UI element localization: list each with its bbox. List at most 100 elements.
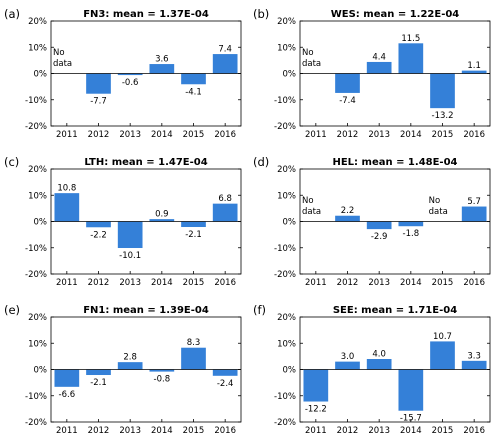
data-label: 4.4 [372, 52, 386, 62]
no-data-line: No [53, 48, 65, 58]
chart-panel-2: (b) WES: mean = 1.22E-04 -20% -10% 0% 10% 20% 2… [253, 7, 491, 140]
data-label: 2.8 [123, 353, 137, 363]
bar [54, 369, 80, 387]
no-data-line: data [302, 207, 321, 217]
y-tick-label: -10% [25, 244, 47, 254]
y-tick-label: 10% [277, 43, 296, 53]
x-tick-label: 2011 [56, 278, 78, 288]
bar [335, 215, 360, 222]
data-label: 10.8 [57, 184, 76, 194]
y-tick-label: 20% [28, 313, 47, 323]
x-tick-label: 2012 [337, 426, 359, 436]
data-label: -15.7 [400, 414, 422, 424]
bar [149, 219, 175, 222]
panel-letter: (a) [4, 7, 20, 21]
bar [149, 64, 175, 74]
data-label: -2.9 [371, 232, 388, 242]
y-tick-label: -20% [274, 418, 296, 428]
data-label: -10.1 [119, 251, 141, 261]
x-tick-label: 2015 [432, 130, 454, 140]
chart-title: LTH: mean = 1.47E-04 [84, 157, 207, 168]
data-label: -0.6 [122, 78, 139, 88]
y-tick-label: 20% [277, 17, 296, 27]
x-tick-label: 2012 [337, 130, 359, 140]
bar [398, 221, 424, 227]
panel-letter: (c) [4, 155, 19, 169]
bar [335, 361, 360, 370]
data-label: -1.8 [403, 229, 420, 239]
x-tick-label: 2016 [463, 130, 485, 140]
x-tick-label: 2015 [432, 278, 454, 288]
chart-panel-5: (e) FN1: mean = 1.39E-04 -20% -10% 0% 10% 20% 2… [4, 303, 242, 436]
y-tick-label: 0% [34, 366, 48, 376]
y-tick-label: 10% [277, 191, 296, 201]
x-tick-label: 2014 [400, 278, 422, 288]
bar [181, 221, 206, 228]
x-tick-label: 2011 [56, 130, 78, 140]
bar [366, 221, 392, 230]
no-data-line: data [429, 207, 448, 217]
bar [366, 359, 392, 370]
x-tick-label: 2012 [337, 278, 359, 288]
y-tick-label: 10% [28, 191, 47, 201]
y-tick-label: 0% [283, 218, 297, 228]
y-tick-label: 20% [277, 313, 296, 323]
y-tick-label: -10% [25, 392, 47, 402]
no-data-label: No data [302, 48, 321, 69]
y-tick-label: 20% [28, 17, 47, 27]
bar [430, 341, 455, 370]
bar [181, 73, 206, 85]
chart-panel-3: (c) LTH: mean = 1.47E-04 -20% -10% 0% 10% 20% 2… [4, 155, 242, 288]
panel-letter: (e) [4, 303, 20, 317]
x-tick-label: 2016 [463, 426, 485, 436]
chart-title: WES: mean = 1.22E-04 [331, 9, 460, 20]
bar [212, 203, 238, 222]
y-tick-label: 0% [34, 218, 48, 228]
data-label: 8.3 [187, 338, 201, 348]
x-tick-label: 2015 [183, 130, 205, 140]
data-label: 4.0 [372, 350, 386, 360]
chart-panel-1: (a) FN3: mean = 1.37E-04 -20% -10% 0% 10% 20% 2… [4, 7, 242, 140]
data-label: 7.4 [218, 45, 232, 55]
data-label: 1.1 [467, 61, 481, 71]
x-tick-label: 2016 [214, 130, 236, 140]
x-tick-label: 2013 [368, 278, 390, 288]
data-label: -2.2 [90, 230, 107, 240]
data-label: 0.9 [155, 210, 169, 220]
y-tick-label: 20% [28, 165, 47, 175]
bar [212, 54, 238, 74]
x-tick-label: 2012 [88, 130, 110, 140]
data-label: -2.1 [90, 378, 107, 388]
x-tick-label: 2015 [432, 426, 454, 436]
x-tick-label: 2012 [88, 426, 110, 436]
x-tick-label: 2015 [183, 278, 205, 288]
y-tick-label: -10% [274, 96, 296, 106]
bar [86, 73, 111, 94]
y-tick-label: -20% [274, 122, 296, 132]
data-label: -0.8 [154, 375, 171, 385]
x-tick-label: 2015 [183, 426, 205, 436]
bar [398, 43, 424, 74]
panel-letter: (f) [253, 303, 266, 317]
y-tick-label: 20% [277, 165, 296, 175]
x-tick-label: 2016 [214, 426, 236, 436]
data-label: 2.2 [341, 206, 355, 216]
no-data-line: data [53, 59, 72, 69]
panel-letter: (b) [253, 7, 269, 21]
y-tick-label: -10% [25, 96, 47, 106]
y-tick-label: 10% [28, 339, 47, 349]
x-tick-label: 2014 [151, 426, 173, 436]
no-data-line: data [302, 59, 321, 69]
data-label: -2.1 [185, 230, 202, 240]
bar [461, 360, 487, 370]
no-data-label: No data [429, 196, 448, 217]
data-label: 10.7 [433, 332, 452, 342]
bar [117, 362, 143, 370]
y-tick-label: -20% [25, 270, 47, 280]
data-label: 5.7 [467, 197, 481, 207]
no-data-label: No data [53, 48, 72, 69]
panel-letter: (d) [253, 155, 269, 169]
x-tick-label: 2011 [305, 426, 327, 436]
bar [149, 369, 175, 372]
